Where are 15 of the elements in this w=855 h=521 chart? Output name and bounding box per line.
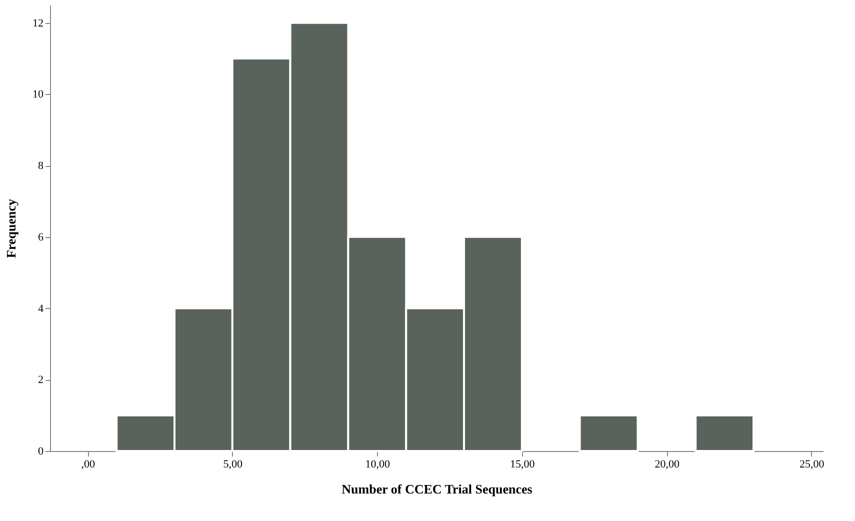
y-tick-label: 0 [38,446,44,458]
y-tick-label: 10 [32,88,44,101]
y-tick-label: 6 [38,231,44,244]
y-axis-title: Frequency [4,198,18,258]
x-axis-title: Number of CCEC Trial Sequences [342,482,532,496]
x-tick-label: 20,00 [654,458,680,470]
x-tick-label: 10,00 [365,458,391,470]
y-tick-label: 2 [38,374,44,386]
y-tick-label: 12 [32,17,44,30]
x-tick-label: 5,00 [223,458,244,470]
y-tick-label: 4 [38,302,44,315]
y-tick-label: 8 [38,160,44,172]
x-tick-label: 15,00 [510,458,536,470]
x-tick-label: 25,00 [800,458,825,470]
x-tick-label: ,00 [81,458,96,470]
